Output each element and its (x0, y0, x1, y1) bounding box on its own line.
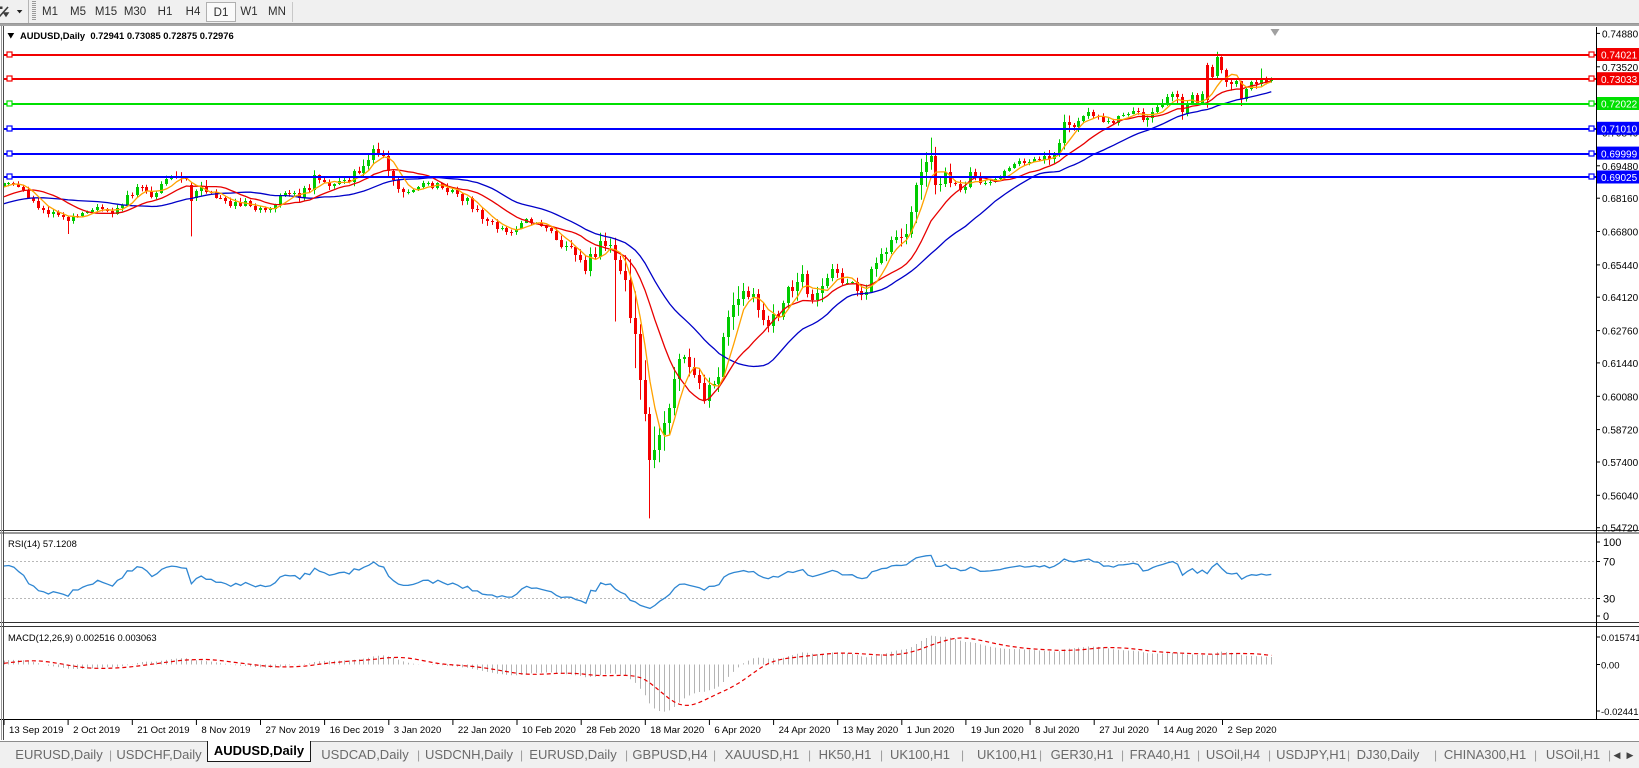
svg-text:0.58720: 0.58720 (1602, 426, 1639, 437)
svg-text:0.74880: 0.74880 (1602, 29, 1639, 40)
svg-text:27 Nov 2019: 27 Nov 2019 (266, 725, 320, 736)
svg-text:8 Nov 2019: 8 Nov 2019 (201, 725, 250, 736)
svg-text:0.73033: 0.73033 (1601, 75, 1638, 86)
svg-text:2 Sep 2020: 2 Sep 2020 (1228, 725, 1277, 736)
svg-text:0.69025: 0.69025 (1601, 173, 1638, 184)
svg-text:18 Mar 2020: 18 Mar 2020 (650, 725, 704, 736)
svg-text:30: 30 (1603, 594, 1615, 606)
svg-text:0.57400: 0.57400 (1602, 458, 1639, 469)
svg-text:24 Apr 2020: 24 Apr 2020 (779, 725, 831, 736)
svg-text:100: 100 (1603, 537, 1621, 549)
svg-text:0.62760: 0.62760 (1602, 327, 1639, 338)
svg-text:0.015741: 0.015741 (1601, 633, 1639, 644)
svg-text:21 Oct 2019: 21 Oct 2019 (137, 725, 189, 736)
svg-text:0.61440: 0.61440 (1602, 359, 1639, 370)
svg-text:0.74021: 0.74021 (1601, 51, 1638, 62)
svg-text:27 Jul 2020: 27 Jul 2020 (1099, 725, 1149, 736)
svg-text:13 May 2020: 13 May 2020 (843, 725, 898, 736)
svg-text:8 Jul 2020: 8 Jul 2020 (1035, 725, 1079, 736)
svg-text:6 Apr 2020: 6 Apr 2020 (714, 725, 760, 736)
svg-text:70: 70 (1603, 557, 1615, 569)
svg-text:0.72022: 0.72022 (1601, 100, 1638, 111)
svg-text:AUDUSD,Daily 0.72941 0.73085: AUDUSD,Daily 0.72941 0.73085 0.72875 0.7… (20, 30, 234, 41)
svg-text:0.69999: 0.69999 (1601, 149, 1638, 160)
svg-text:2 Oct 2019: 2 Oct 2019 (73, 725, 120, 736)
svg-text:0.68160: 0.68160 (1602, 194, 1639, 205)
svg-text:0.60080: 0.60080 (1602, 392, 1639, 403)
svg-text:28 Feb 2020: 28 Feb 2020 (586, 725, 640, 736)
svg-text:0.54720: 0.54720 (1602, 524, 1639, 535)
svg-text:RSI(14) 57.1208: RSI(14) 57.1208 (8, 538, 77, 549)
svg-text:0.65440: 0.65440 (1602, 261, 1639, 272)
svg-text:MACD(12,26,9) 0.002516 0.00306: MACD(12,26,9) 0.002516 0.003063 (8, 632, 157, 643)
svg-text:0.64120: 0.64120 (1602, 293, 1639, 304)
svg-text:1 Jun 2020: 1 Jun 2020 (907, 725, 954, 736)
svg-text:22 Jan 2020: 22 Jan 2020 (458, 725, 511, 736)
svg-text:0.00: 0.00 (1601, 661, 1620, 672)
svg-text:14 Aug 2020: 14 Aug 2020 (1163, 725, 1217, 736)
svg-text:0.73520: 0.73520 (1602, 63, 1639, 74)
svg-text:16 Dec 2019: 16 Dec 2019 (330, 725, 384, 736)
svg-text:0.71010: 0.71010 (1601, 125, 1638, 136)
svg-text:13 Sep 2019: 13 Sep 2019 (9, 725, 63, 736)
svg-text:0: 0 (1603, 611, 1609, 623)
svg-text:19 Jun 2020: 19 Jun 2020 (971, 725, 1024, 736)
svg-text:0.56040: 0.56040 (1602, 491, 1639, 502)
svg-text:0.69480: 0.69480 (1602, 162, 1639, 173)
svg-text:3 Jan 2020: 3 Jan 2020 (394, 725, 441, 736)
svg-text:0.66800: 0.66800 (1602, 228, 1639, 239)
svg-text:10 Feb 2020: 10 Feb 2020 (522, 725, 576, 736)
svg-text:-0.024412: -0.024412 (1601, 707, 1639, 718)
